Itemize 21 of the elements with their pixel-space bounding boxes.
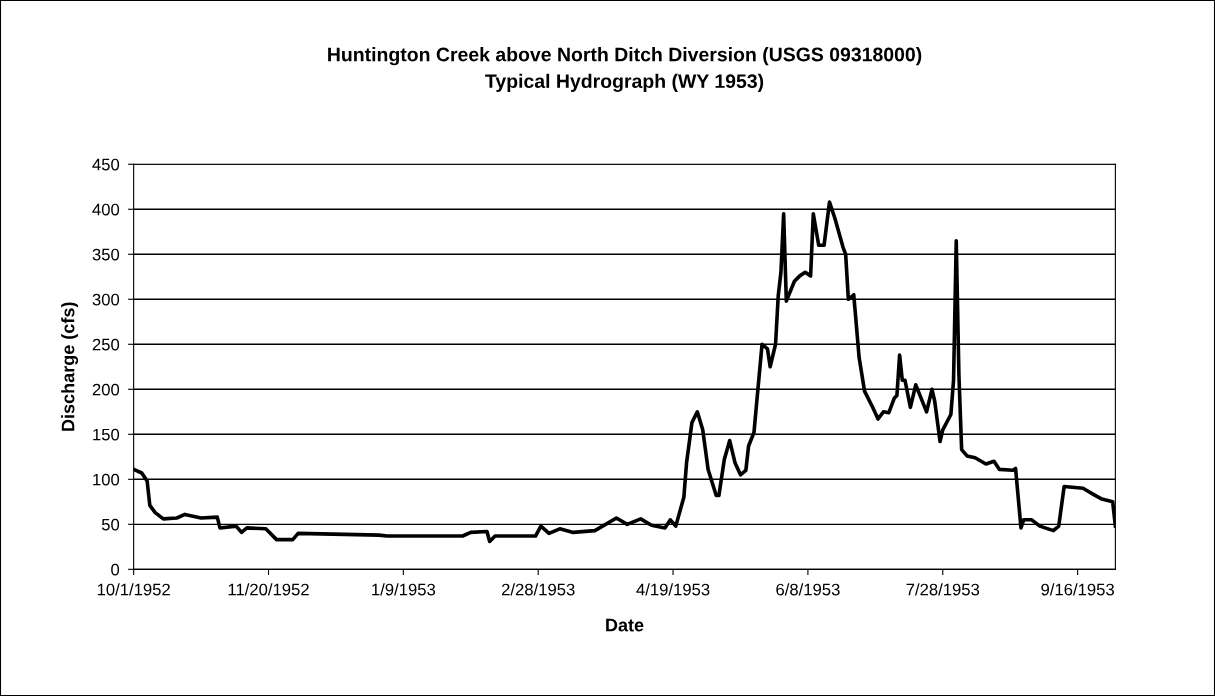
- y-tick-label: 300: [92, 293, 120, 306]
- x-tick-label: 6/8/1953: [776, 583, 840, 596]
- y-tick-label: 250: [92, 338, 120, 351]
- y-tick-label: 200: [92, 383, 120, 396]
- y-axis-title: Discharge (cfs): [61, 302, 79, 431]
- x-tick-label: 10/1/1952: [97, 583, 170, 596]
- y-tick-label: 0: [111, 563, 120, 576]
- y-tick-label: 350: [92, 248, 120, 261]
- x-tick-label: 11/20/1952: [228, 583, 309, 596]
- x-axis-title: Date: [606, 618, 644, 632]
- y-tick-label: 100: [93, 473, 120, 486]
- y-tick-label: 50: [101, 518, 120, 531]
- x-tick-label: 4/19/1953: [636, 583, 710, 596]
- x-tick-label: 2/28/1953: [501, 583, 575, 596]
- x-tick-label: 1/9/1953: [372, 583, 436, 596]
- x-tick-label: 7/28/1953: [906, 583, 980, 596]
- chart-title: Huntington Creek above North Ditch Diversion (USGS 09318000) Typical Hydrograph (WY 1953): [328, 47, 922, 92]
- y-tick-label: 450: [92, 158, 120, 171]
- y-tick-label: 400: [92, 203, 120, 216]
- y-tick-label: 150: [93, 428, 120, 441]
- x-tick-label: 9/16/1953: [1041, 583, 1114, 596]
